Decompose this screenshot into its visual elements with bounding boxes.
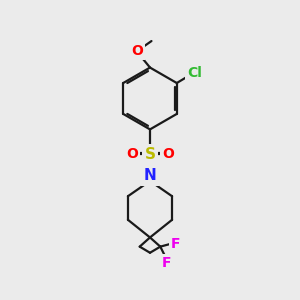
Text: O: O bbox=[131, 44, 143, 58]
Text: F: F bbox=[161, 256, 171, 270]
Text: N: N bbox=[144, 168, 156, 183]
Text: F: F bbox=[171, 237, 180, 251]
Text: O: O bbox=[126, 147, 138, 161]
Text: Cl: Cl bbox=[187, 66, 202, 80]
Text: S: S bbox=[145, 147, 155, 162]
Text: O: O bbox=[162, 147, 174, 161]
